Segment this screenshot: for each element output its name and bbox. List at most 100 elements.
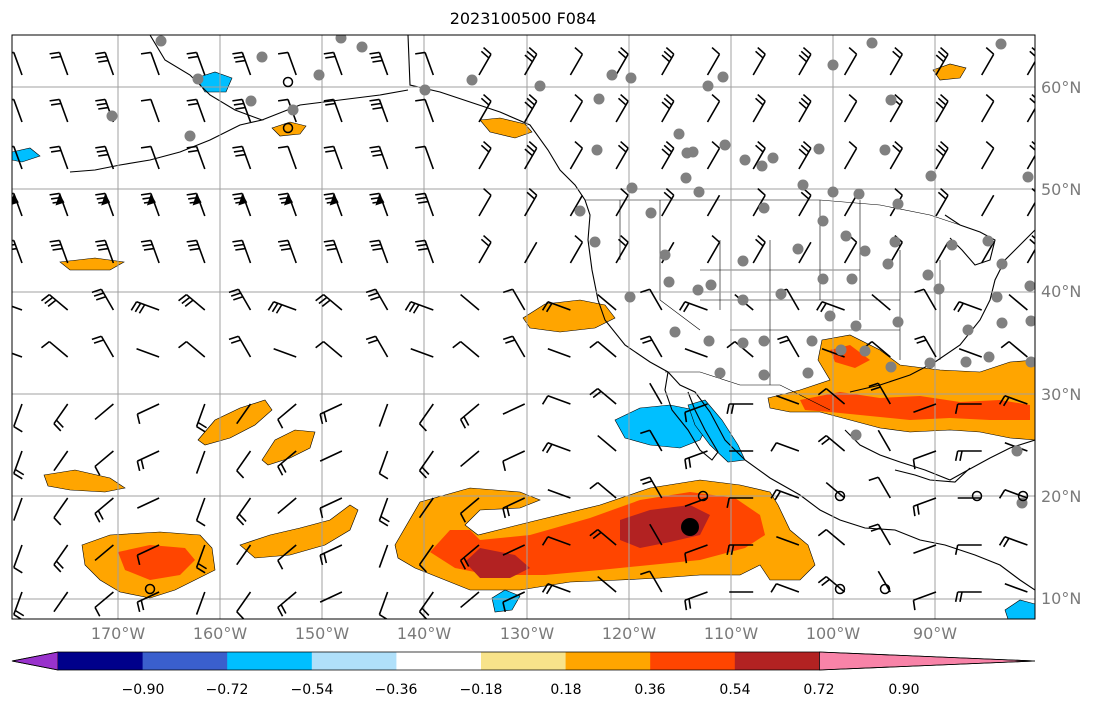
wind-barb: [53, 403, 69, 432]
lon-label-120w: 120°W: [601, 624, 657, 643]
wind-barb: [49, 98, 69, 123]
station-dot: [924, 357, 936, 369]
station-dot: [983, 351, 995, 363]
wind-barb: [502, 450, 526, 472]
wind-barb: [589, 481, 617, 499]
wind-barb: [998, 536, 1028, 548]
lat-label-10n: 10°N: [1041, 589, 1082, 608]
wind-barb: [418, 497, 434, 519]
wind-barb: [319, 403, 343, 425]
wind-barb: [369, 145, 389, 170]
wind-barb: [460, 591, 480, 609]
wind-barb: [236, 544, 252, 566]
wind-barb: [232, 145, 252, 170]
wind-barb: [49, 145, 69, 170]
wind-barb: [195, 450, 206, 474]
wind-barb: [843, 194, 858, 217]
wind-barb: [817, 575, 846, 593]
calm-wind-ring: [282, 76, 294, 88]
calm-wind-ring: [971, 490, 983, 502]
wind-barb: [277, 192, 297, 217]
wind-barb: [524, 46, 538, 76]
wind-barb: [418, 591, 434, 619]
calm-wind-ring: [144, 583, 156, 595]
graticule: [12, 35, 1035, 619]
station-dot: [892, 316, 904, 328]
wind-barb: [140, 145, 160, 170]
wind-barb: [410, 348, 434, 358]
wind-barb: [958, 348, 982, 358]
wind-barb: [186, 239, 206, 264]
wind-barb: [1026, 187, 1035, 217]
wind-barb: [1026, 46, 1035, 76]
wind-barb: [953, 301, 982, 313]
station-dot: [775, 288, 787, 300]
wind-barb: [40, 340, 69, 358]
station-dot: [892, 198, 904, 210]
wind-barb: [935, 140, 949, 170]
wind-barb: [452, 340, 480, 358]
station-dot: [606, 69, 618, 81]
wind-barb: [706, 140, 721, 170]
wind-barb: [877, 570, 891, 593]
wind-barb: [935, 187, 949, 217]
wind-barb: [868, 382, 891, 405]
wind-barb: [547, 489, 571, 499]
wind-barb: [136, 348, 160, 358]
station-markers: [106, 35, 1035, 595]
wind-barb: [415, 239, 435, 264]
colorbar-segment: [565, 652, 651, 670]
wind-barb: [640, 570, 663, 593]
wind-barb: [615, 140, 629, 170]
map-frame: [11, 34, 1036, 620]
wind-barb: [277, 497, 297, 515]
anomaly-darkred-main-2: [620, 505, 710, 548]
wind-barbs: [12, 46, 1035, 619]
calm-wind-ring: [834, 490, 846, 502]
wind-barb: [12, 305, 23, 311]
wind-barb: [459, 403, 480, 429]
wind-barb: [140, 98, 160, 123]
wind-barb: [1026, 140, 1035, 170]
wind-barb: [569, 93, 584, 123]
wind-barb: [415, 145, 435, 170]
wind-barb: [541, 583, 571, 595]
wind-barb: [186, 145, 206, 170]
wind-barb: [365, 288, 389, 311]
wind-barb: [277, 51, 297, 76]
wind-barb: [524, 140, 538, 170]
wind-barb: [49, 51, 69, 76]
station-dot: [1024, 280, 1035, 292]
wind-barb: [541, 536, 571, 546]
wind-barb: [817, 528, 846, 546]
wind-barb: [776, 536, 800, 546]
station-dot: [827, 59, 839, 71]
station-dot: [846, 273, 858, 285]
station-dot: [853, 188, 865, 200]
station-dot: [703, 335, 715, 347]
wind-barb: [195, 497, 206, 527]
wind-barb: [981, 93, 995, 123]
colorbar-segment: [481, 652, 567, 670]
wind-barb: [94, 450, 114, 476]
wind-barb: [954, 544, 982, 555]
station-dot: [313, 69, 325, 81]
station-dot: [624, 291, 636, 303]
station-dot: [850, 320, 862, 332]
station-dot: [767, 152, 779, 164]
wind-barb: [502, 288, 526, 311]
wind-barb: [981, 46, 995, 76]
wind-barb: [524, 93, 538, 123]
wind-barb: [843, 46, 858, 76]
wind-barb: [319, 450, 343, 462]
station-dot: [574, 205, 586, 217]
wind-barb: [597, 434, 617, 452]
wind-barb: [315, 293, 343, 311]
wind-barb: [1008, 293, 1028, 311]
wind-barb: [684, 497, 708, 507]
lon-label-110w: 110°W: [703, 624, 759, 643]
wind-barb: [478, 46, 492, 76]
lat-label-20n: 20°N: [1041, 487, 1082, 506]
wind-barb: [459, 497, 480, 523]
lat-label-30n: 30°N: [1041, 385, 1082, 404]
